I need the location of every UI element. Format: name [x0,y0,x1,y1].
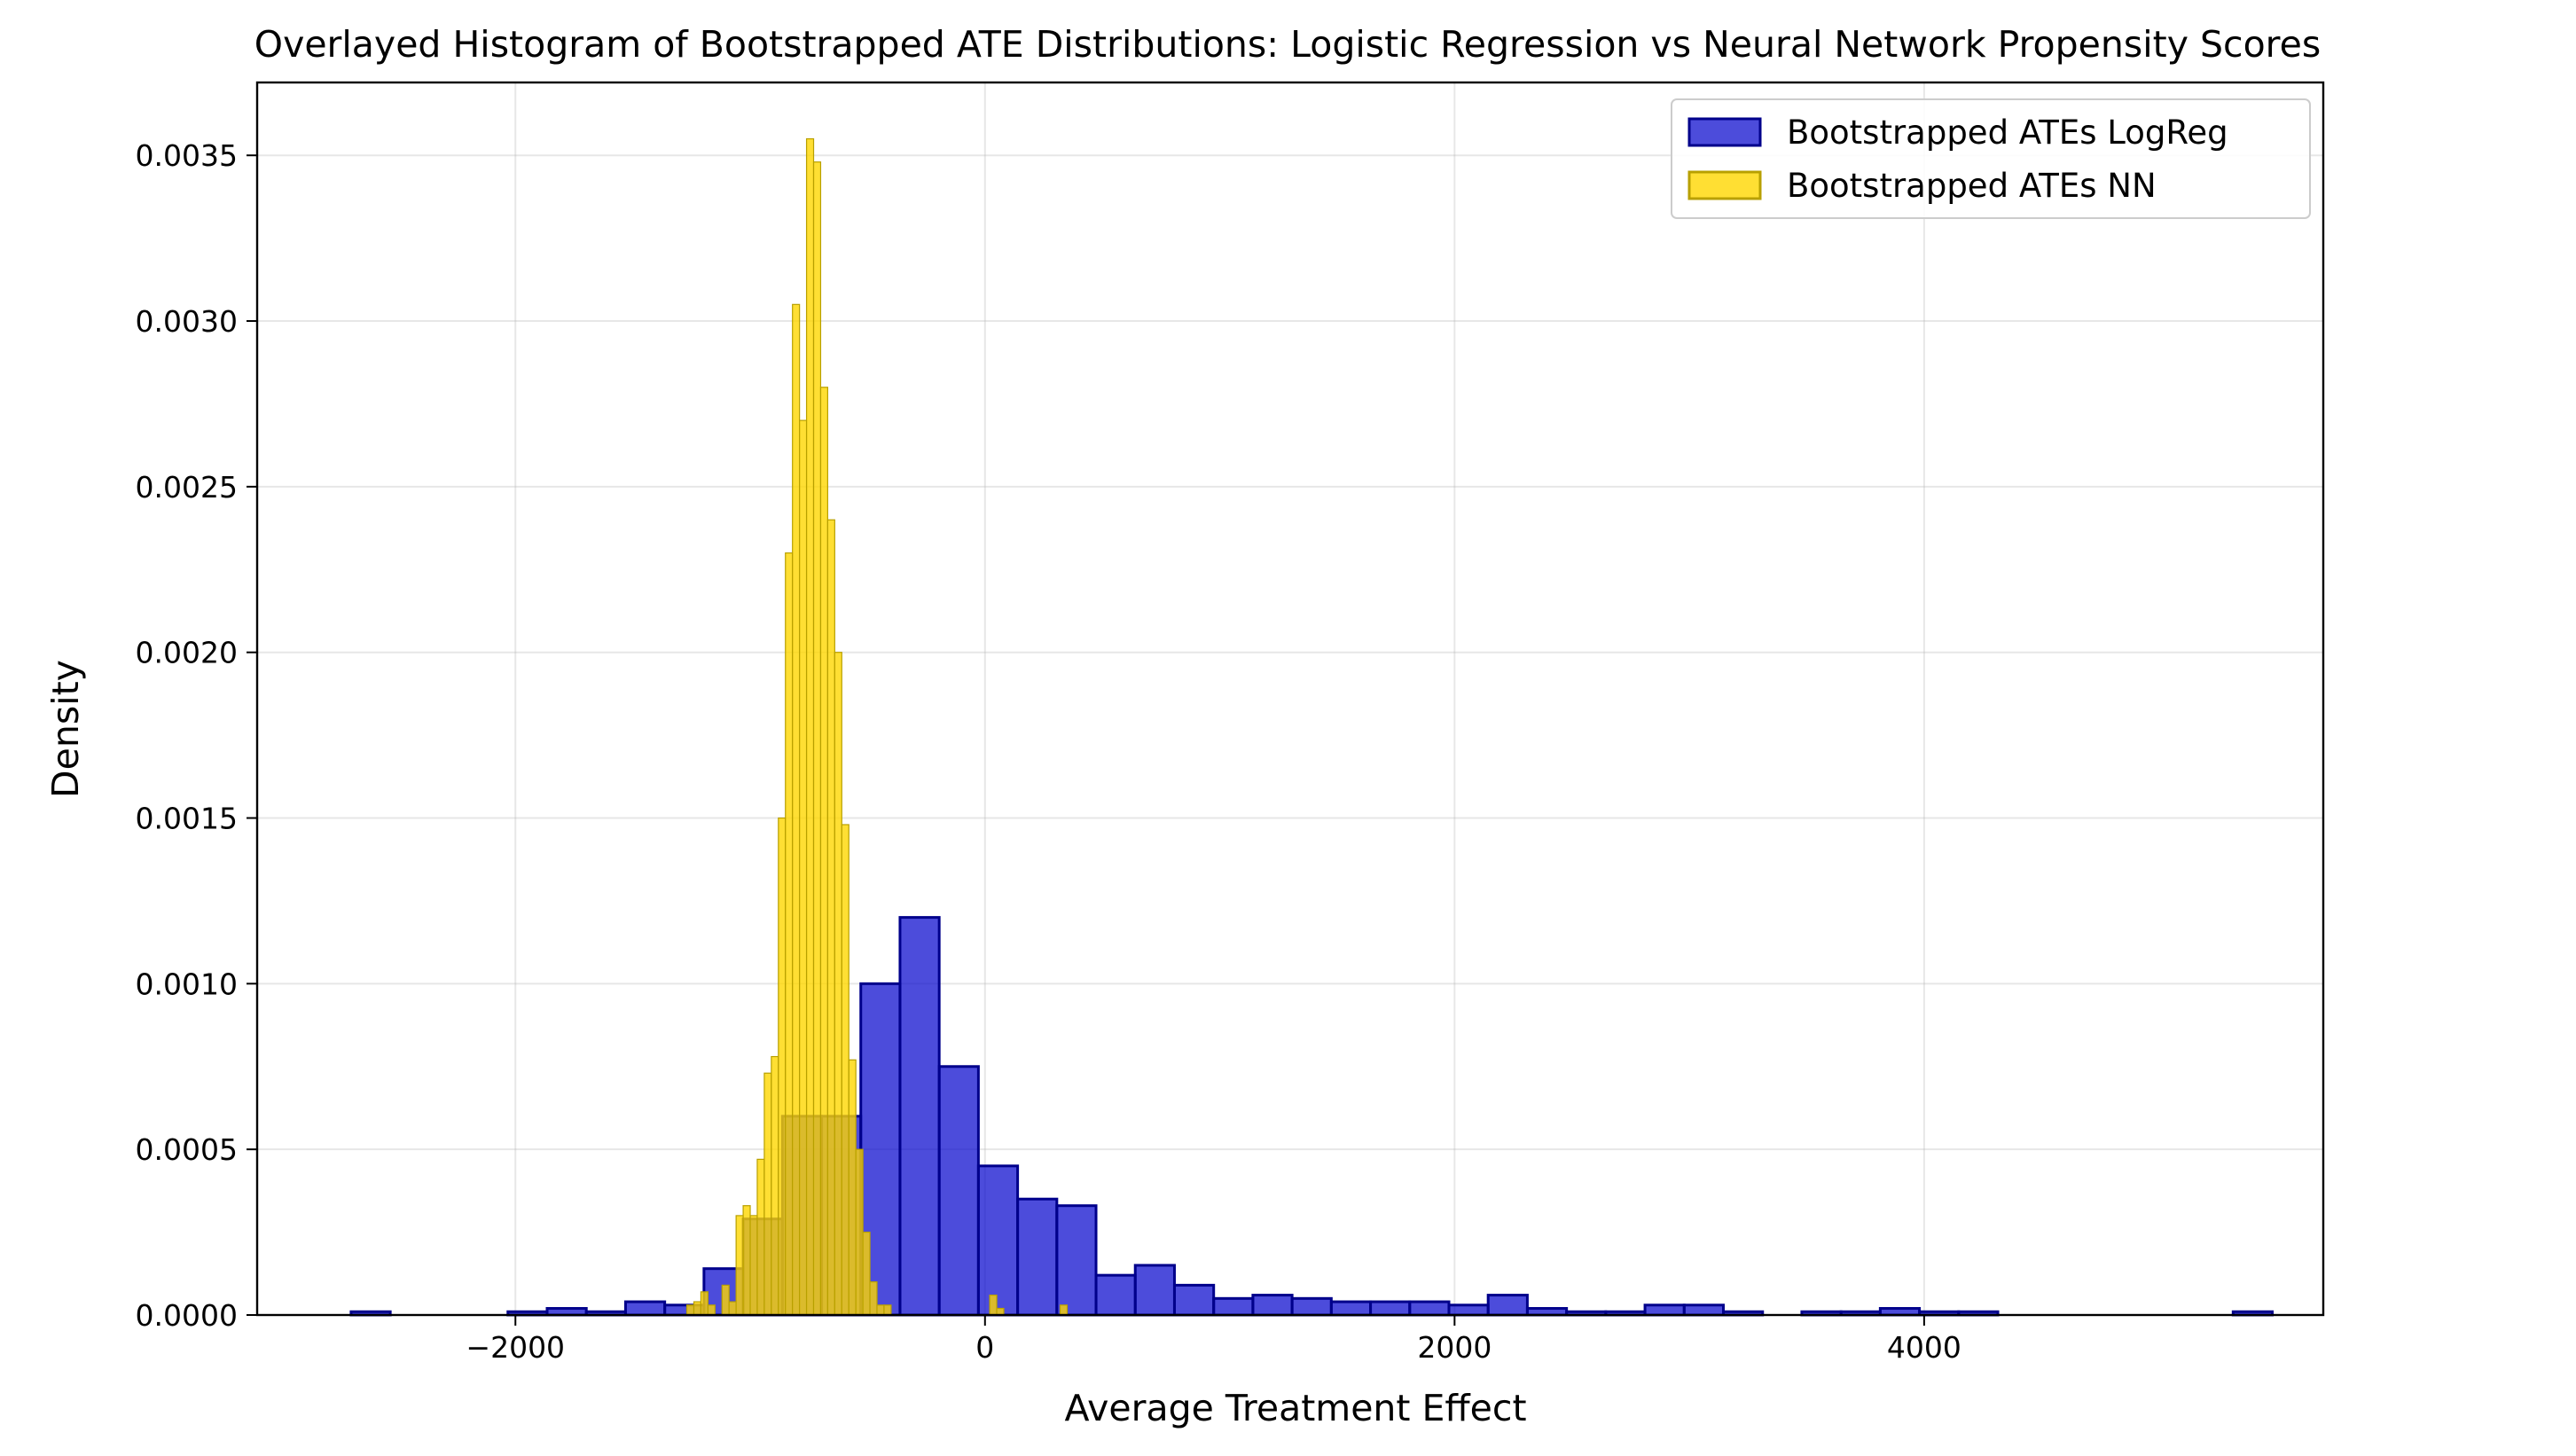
histogram-bars [349,137,2275,1317]
series-1-bar-11 [756,1158,765,1316]
series-0-bar-17 [1016,1197,1059,1317]
series-0-bar-15 [937,1065,980,1317]
legend: Bootstrapped ATEs LogReg Bootstrapped ATE… [1671,98,2311,219]
series-1-bar-27 [869,1281,878,1316]
series-1-bar-24 [848,1059,857,1316]
series-1-bar-19 [812,161,822,1316]
series-1-bar-6 [721,1284,730,1316]
series-0-bar-20 [1133,1264,1176,1317]
series-0-bar-27 [1408,1300,1451,1317]
chart-title: Overlayed Histogram of Bootstrapped ATE … [254,23,2321,66]
series-0-bar-22 [1212,1296,1255,1317]
series-1-bar-10 [749,1215,758,1316]
y-tick-label-3: 0.0015 [136,802,238,836]
series-0-bar-28 [1447,1303,1490,1317]
series-1-bar-28 [876,1304,885,1316]
x-axis-label: Average Treatment Effect [1064,1387,1526,1429]
series-1-bar-8 [735,1215,744,1316]
plot-frame [255,81,2325,1317]
series-0-bar-29 [1486,1294,1529,1317]
series-1-bar-18 [805,137,815,1316]
y-tick-label-1: 0.0005 [136,1132,238,1167]
y-tick-label-7: 0.0035 [136,138,238,173]
series-1-bar-23 [841,824,850,1316]
series-1-bar-4 [707,1304,716,1316]
series-0-bars [349,916,2275,1317]
y-tick-label-6: 0.0030 [136,304,238,339]
x-tick-label-3: 4000 [1887,1330,1961,1365]
series-1-bar-16 [792,303,801,1316]
series-1-bar-25 [855,1148,864,1316]
series-0-bar-14 [898,916,941,1317]
series-1-bar-1 [685,1304,695,1316]
x-tick-label-1: 0 [975,1330,994,1365]
legend-box [1671,98,2311,219]
legend-swatch-1 [1687,170,1762,200]
series-0-bar-23 [1251,1294,1294,1317]
axis-ticks: −2000 0 2000 4000 0.0000 0.0005 0.0010 0.0015 0.… [136,138,1961,1365]
series-1-bar-29 [883,1304,892,1316]
series-0-bar-26 [1369,1300,1412,1317]
series-1-bar-54 [1059,1304,1069,1316]
grid-lines [257,82,2323,1316]
series-1-bar-17 [799,419,808,1316]
y-tick-label-4: 0.0020 [136,636,238,670]
series-0-bar-19 [1094,1273,1137,1317]
x-tick-label-2: 2000 [1417,1330,1492,1365]
series-1-bar-9 [742,1205,751,1316]
series-0-bar-25 [1329,1300,1373,1317]
series-1-bar-13 [771,1055,779,1316]
series-0-bar-7 [623,1300,667,1317]
y-tick-label-0: 0.0000 [136,1298,238,1333]
y-axis-label: Density [44,660,87,798]
series-0-bar-21 [1172,1283,1216,1317]
series-1-bar-12 [763,1072,772,1316]
series-0-bar-34 [1682,1303,1726,1317]
series-1-bar-14 [778,817,787,1316]
legend-label-1: Bootstrapped ATEs NN [1787,167,2157,205]
legend-swatch-0 [1687,117,1762,147]
y-tick-label-5: 0.0025 [136,470,238,505]
series-1-bar-26 [862,1231,871,1316]
series-1-bar-3 [700,1291,709,1316]
series-1-bar-21 [826,519,835,1316]
x-tick-label-0: −2000 [466,1330,565,1365]
legend-label-0: Bootstrapped ATEs LogReg [1787,114,2228,152]
series-1-bar-44 [989,1294,998,1316]
series-1-bar-2 [693,1301,702,1316]
series-1-bar-22 [834,652,842,1316]
series-0-bar-24 [1290,1296,1333,1317]
series-0-bar-33 [1643,1303,1686,1317]
y-tick-label-2: 0.0010 [136,967,238,1001]
series-0-bar-18 [1055,1204,1098,1317]
series-1-bar-15 [785,552,794,1316]
series-1-bar-20 [819,387,828,1316]
series-0-bar-16 [976,1164,1020,1317]
series-1-bar-7 [728,1301,737,1316]
